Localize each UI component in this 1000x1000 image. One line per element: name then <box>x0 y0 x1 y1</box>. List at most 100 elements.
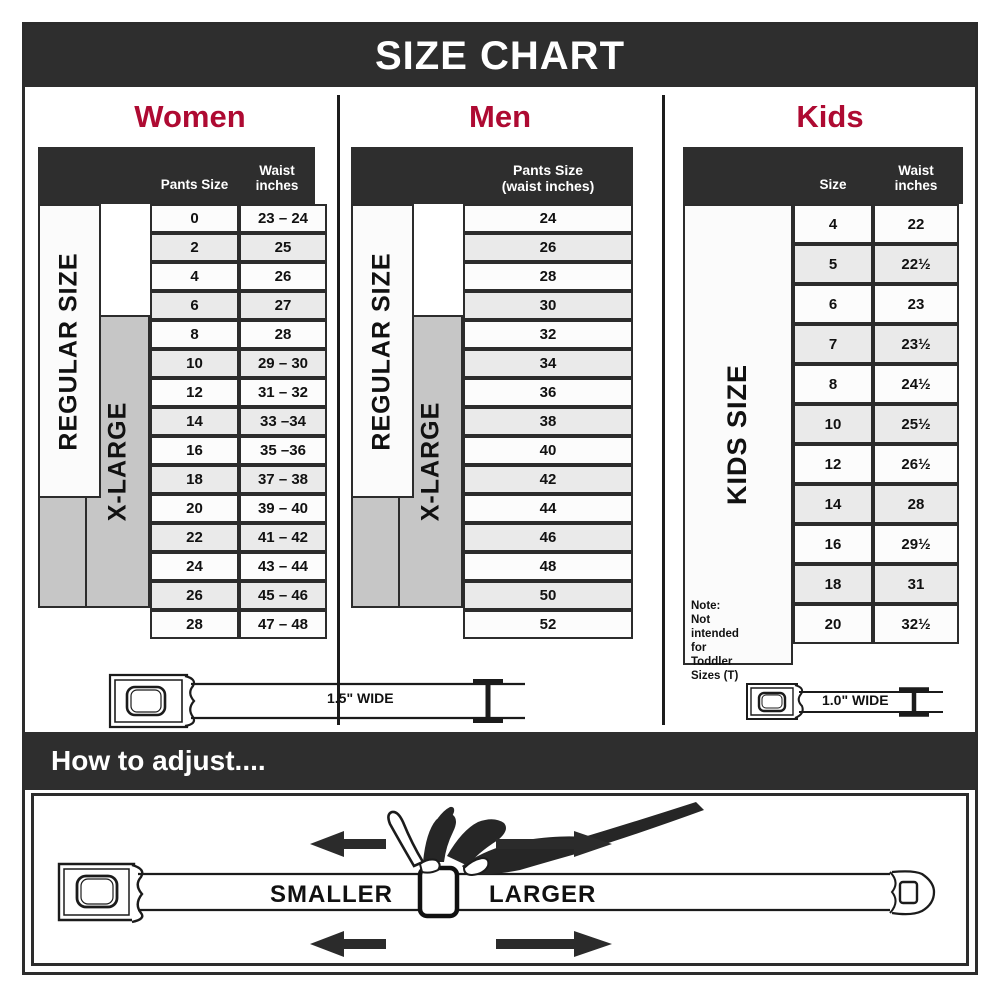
kids-cell-size: 12 <box>793 444 873 484</box>
kids-cell-waist: 22½ <box>873 244 959 284</box>
how-to-adjust-heading: How to adjust.... <box>51 745 266 776</box>
women-cell-size: 28 <box>150 610 239 639</box>
kids-note-line2: Not intended for <box>691 614 739 654</box>
men-cell-size: 40 <box>463 436 633 465</box>
women-cell-size: 4 <box>150 262 239 291</box>
men-col-header-line2: (waist inches) <box>501 178 595 194</box>
kids-col-size: Size <box>819 177 847 192</box>
women-col-waist-line1: Waist <box>259 163 295 178</box>
how-to-adjust-diagram: SMALLER LARGER <box>31 793 969 966</box>
women-cell-waist: 29 – 30 <box>239 349 327 378</box>
kids-cell-size: 7 <box>793 324 873 364</box>
women-cell-waist: 47 – 48 <box>239 610 327 639</box>
adjust-label-smaller: SMALLER <box>270 881 393 908</box>
kids-cell-size: 6 <box>793 284 873 324</box>
men-col-header-line1: Pants Size <box>512 162 584 178</box>
section-title-men: Men <box>469 99 531 134</box>
men-cell-size: 34 <box>463 349 633 378</box>
kids-cell-size: 20 <box>793 604 873 644</box>
women-cell-waist: 41 – 42 <box>239 523 327 552</box>
adjust-belt-illustration <box>57 802 936 957</box>
title-bar: SIZE CHART <box>25 25 975 87</box>
women-table-header <box>38 147 315 204</box>
kids-note: Note: Not intended for Toddler Sizes (T) <box>691 599 739 683</box>
women-cell-waist: 23 – 24 <box>239 204 327 233</box>
kids-note-line1: Note: <box>691 600 721 612</box>
women-cell-size: 2 <box>150 233 239 262</box>
kids-cell-size: 16 <box>793 524 873 564</box>
kids-cell-waist: 29½ <box>873 524 959 564</box>
women-cell-waist: 28 <box>239 320 327 349</box>
men-cell-size: 42 <box>463 465 633 494</box>
men-cell-size: 48 <box>463 552 633 581</box>
chart-frame: SIZE CHART Women Pants Size Waist inches… <box>22 22 978 975</box>
kids-cell-size: 8 <box>793 364 873 404</box>
men-cell-size: 38 <box>463 407 633 436</box>
kids-cell-waist: 32½ <box>873 604 959 644</box>
women-cell-waist: 37 – 38 <box>239 465 327 494</box>
kids-category-label: KIDS SIZE <box>722 363 753 506</box>
how-to-adjust-bar: How to adjust.... <box>25 732 975 790</box>
women-cell-size: 8 <box>150 320 239 349</box>
kids-category-block: KIDS SIZE <box>683 204 793 665</box>
women-cell-waist: 25 <box>239 233 327 262</box>
kids-note-line3: Toddler Sizes (T) <box>691 656 739 682</box>
women-cell-size: 6 <box>150 291 239 320</box>
women-cell-size: 20 <box>150 494 239 523</box>
kids-cell-waist: 22 <box>873 204 959 244</box>
women-cell-waist: 31 – 32 <box>239 378 327 407</box>
kids-cell-size: 14 <box>793 484 873 524</box>
women-cell-size: 12 <box>150 378 239 407</box>
kids-col-waist-line1: Waist <box>898 163 934 178</box>
page-title: SIZE CHART <box>375 33 625 78</box>
kids-table-header <box>683 147 963 204</box>
men-category-xlarge-label: X-LARGE <box>416 401 444 522</box>
kids-cell-waist: 26½ <box>873 444 959 484</box>
men-cell-size: 46 <box>463 523 633 552</box>
men-table-header <box>351 147 633 204</box>
men-cell-size: 32 <box>463 320 633 349</box>
men-category-regular-size: REGULAR SIZE <box>351 204 414 498</box>
women-cell-size: 10 <box>150 349 239 378</box>
kids-cell-size: 18 <box>793 564 873 604</box>
women-cell-size: 14 <box>150 407 239 436</box>
kids-cell-waist: 28 <box>873 484 959 524</box>
kids-cell-waist: 23½ <box>873 324 959 364</box>
men-cell-size: 28 <box>463 262 633 291</box>
panel-divider-men-kids <box>662 95 665 725</box>
women-cell-size: 0 <box>150 204 239 233</box>
women-cell-size: 16 <box>150 436 239 465</box>
men-cell-size: 30 <box>463 291 633 320</box>
kids-cell-waist: 23 <box>873 284 959 324</box>
kids-cell-size: 4 <box>793 204 873 244</box>
belt-width-label-wide: 1.5" WIDE <box>327 690 394 706</box>
women-category-xlarge-label: X-LARGE <box>103 401 131 522</box>
women-category-regular-size: REGULAR SIZE <box>38 204 101 498</box>
belt-diagram-narrow <box>743 679 948 728</box>
women-cell-waist: 43 – 44 <box>239 552 327 581</box>
kids-cell-waist: 25½ <box>873 404 959 444</box>
women-cell-size: 24 <box>150 552 239 581</box>
kids-col-waist-line2: inches <box>894 178 938 193</box>
women-cell-waist: 39 – 40 <box>239 494 327 523</box>
women-category-regular-label: REGULAR SIZE <box>55 251 83 451</box>
kids-cell-size: 10 <box>793 404 873 444</box>
women-cell-waist: 45 – 46 <box>239 581 327 610</box>
men-cell-size: 50 <box>463 581 633 610</box>
kids-cell-size: 5 <box>793 244 873 284</box>
section-title-kids: Kids <box>796 99 864 134</box>
kids-cell-waist: 31 <box>873 564 959 604</box>
men-cell-size: 36 <box>463 378 633 407</box>
adjust-label-larger: LARGER <box>489 881 597 908</box>
women-cell-waist: 33 –34 <box>239 407 327 436</box>
women-col-pants-size: Pants Size <box>160 177 229 192</box>
women-cell-size: 22 <box>150 523 239 552</box>
men-cell-size: 52 <box>463 610 633 639</box>
men-cell-size: 24 <box>463 204 633 233</box>
kids-cell-waist: 24½ <box>873 364 959 404</box>
section-title-women: Women <box>134 99 246 134</box>
panel-divider-women-men <box>337 95 340 725</box>
women-cell-size: 18 <box>150 465 239 494</box>
women-col-waist-line2: inches <box>255 178 299 193</box>
